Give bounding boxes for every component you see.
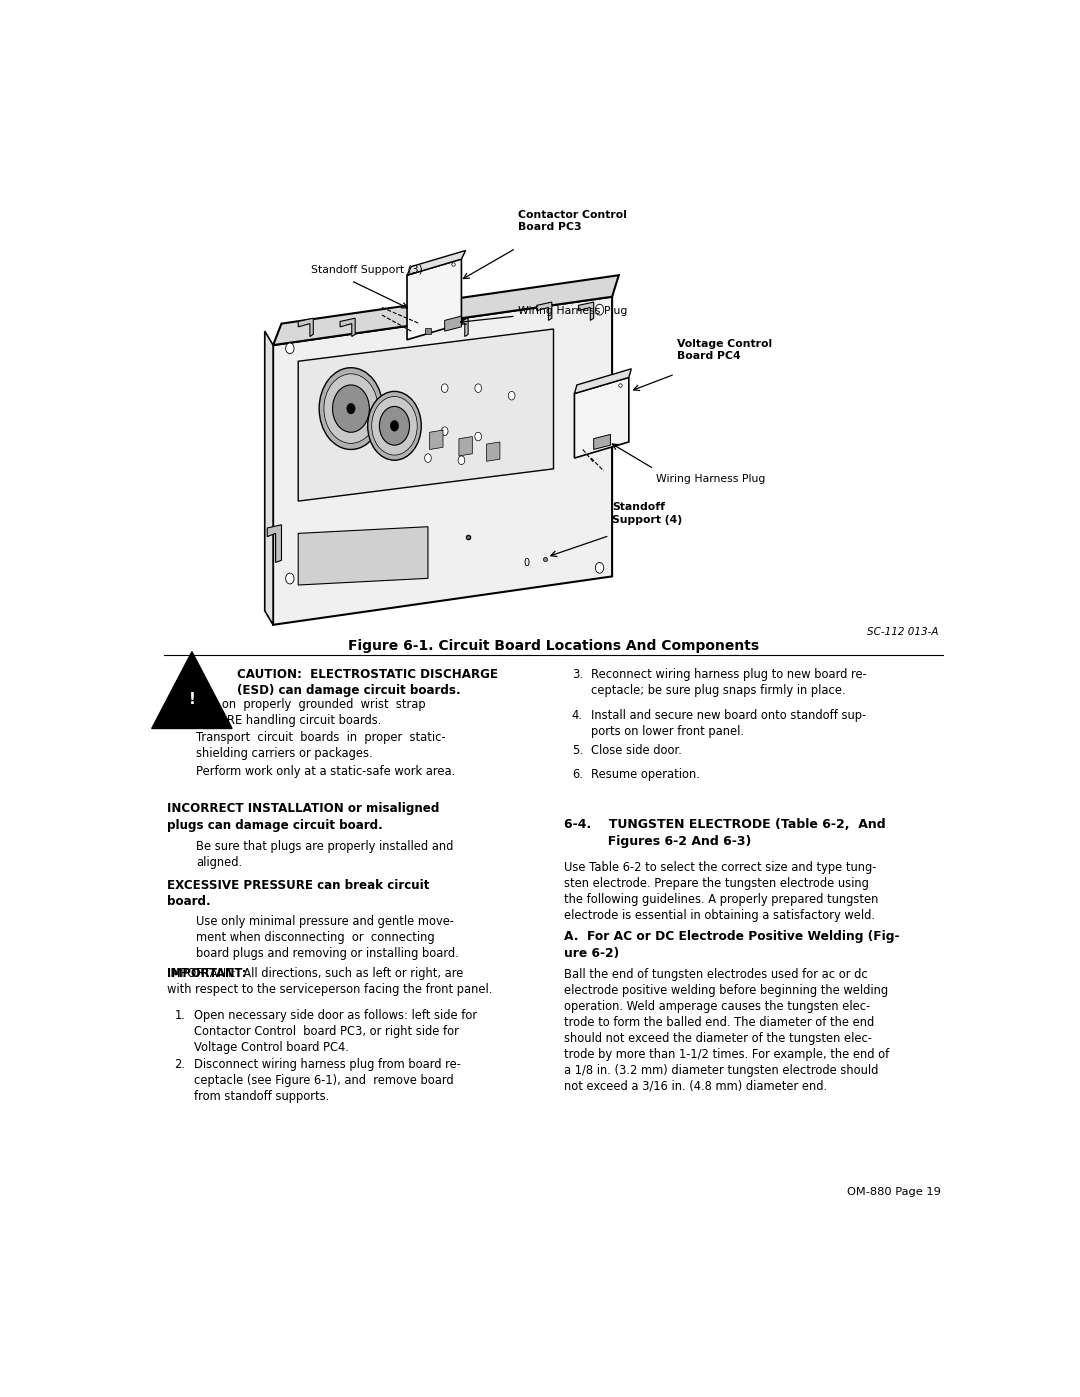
Polygon shape	[273, 296, 612, 624]
Text: OM-880 Page 19: OM-880 Page 19	[847, 1187, 941, 1197]
Text: Close side door.: Close side door.	[591, 745, 683, 757]
Polygon shape	[273, 275, 619, 345]
Circle shape	[442, 384, 448, 393]
Polygon shape	[298, 527, 428, 585]
Text: SC-112 013-A: SC-112 013-A	[867, 627, 939, 637]
Text: 3.: 3.	[571, 668, 583, 680]
Circle shape	[285, 344, 294, 353]
Text: A.  For AC or DC Electrode Positive Welding (Fig-
ure 6-2): A. For AC or DC Electrode Positive Weldi…	[565, 930, 900, 960]
Polygon shape	[594, 434, 610, 450]
Text: Resume operation.: Resume operation.	[591, 768, 700, 781]
Text: Perform work only at a static-safe work area.: Perform work only at a static-safe work …	[197, 764, 456, 778]
Text: Install and secure new board onto standoff sup-
ports on lower front panel.: Install and secure new board onto stando…	[591, 708, 866, 738]
Polygon shape	[151, 651, 232, 728]
Text: 0: 0	[524, 559, 530, 569]
Circle shape	[458, 455, 464, 465]
Polygon shape	[298, 319, 313, 337]
Polygon shape	[486, 441, 500, 461]
Polygon shape	[537, 302, 552, 320]
Circle shape	[320, 367, 382, 450]
Text: 5.: 5.	[571, 745, 583, 757]
Text: Disconnect wiring harness plug from board re-
ceptacle (see Figure 6-1), and  re: Disconnect wiring harness plug from boar…	[193, 1059, 460, 1104]
Polygon shape	[454, 319, 468, 337]
Circle shape	[442, 427, 448, 436]
Circle shape	[372, 397, 417, 455]
Circle shape	[347, 404, 355, 414]
Polygon shape	[430, 430, 443, 450]
Circle shape	[390, 420, 399, 432]
Polygon shape	[407, 250, 465, 275]
Polygon shape	[579, 302, 594, 320]
Polygon shape	[298, 330, 554, 502]
Text: Ball the end of tungsten electrodes used for ac or dc
electrode positive welding: Ball the end of tungsten electrodes used…	[565, 968, 890, 1092]
Text: Use only minimal pressure and gentle move-
ment when disconnecting  or  connecti: Use only minimal pressure and gentle mov…	[197, 915, 459, 960]
Text: Figure 6-1. Circuit Board Locations And Components: Figure 6-1. Circuit Board Locations And …	[348, 638, 759, 652]
Text: INCORRECT INSTALLATION or misaligned
plugs can damage circuit board.: INCORRECT INSTALLATION or misaligned plu…	[166, 802, 440, 831]
Circle shape	[424, 454, 431, 462]
Text: 6-4.    TUNGSTEN ELECTRODE (Table 6-2,  And
          Figures 6-2 And 6-3): 6-4. TUNGSTEN ELECTRODE (Table 6-2, And …	[565, 819, 886, 848]
Text: CAUTION:  ELECTROSTATIC DISCHARGE
(ESD) can damage circuit boards.: CAUTION: ELECTROSTATIC DISCHARGE (ESD) c…	[238, 668, 498, 697]
Polygon shape	[459, 437, 472, 455]
Text: EXCESSIVE PRESSURE can break circuit
board.: EXCESSIVE PRESSURE can break circuit boa…	[166, 879, 429, 908]
Text: Contactor Control
Board PC3: Contactor Control Board PC3	[518, 210, 627, 232]
Text: IMPORTANT:: IMPORTANT:	[166, 967, 246, 979]
Circle shape	[595, 305, 604, 314]
Circle shape	[367, 391, 421, 460]
Text: Wiring Harness Plug: Wiring Harness Plug	[518, 306, 627, 316]
Polygon shape	[265, 331, 273, 624]
Text: Open necessary side door as follows: left side for
Contactor Control  board PC3,: Open necessary side door as follows: lef…	[193, 1009, 476, 1053]
Text: Voltage Control
Board PC4: Voltage Control Board PC4	[677, 339, 772, 362]
Polygon shape	[267, 525, 282, 563]
Polygon shape	[445, 316, 461, 331]
Text: 6.: 6.	[572, 768, 583, 781]
Text: Use Table 6-2 to select the correct size and type tung-
sten electrode. Prepare : Use Table 6-2 to select the correct size…	[565, 862, 879, 922]
Text: 2.: 2.	[174, 1059, 186, 1071]
Text: Transport  circuit  boards  in  proper  static-
shielding carriers or packages.: Transport circuit boards in proper stati…	[197, 731, 446, 760]
Circle shape	[475, 384, 482, 393]
Text: Standoff
Support (4): Standoff Support (4)	[612, 503, 683, 525]
Polygon shape	[575, 369, 632, 394]
Text: 4.: 4.	[572, 708, 583, 722]
Polygon shape	[340, 319, 355, 337]
Circle shape	[324, 374, 378, 443]
Circle shape	[379, 407, 409, 446]
Text: 1.: 1.	[174, 1009, 186, 1021]
Polygon shape	[407, 258, 461, 339]
Text: Standoff Support (3): Standoff Support (3)	[311, 265, 422, 275]
Circle shape	[333, 386, 369, 432]
Text: Put  on  properly  grounded  wrist  strap
BEFORE handling circuit boards.: Put on properly grounded wrist strap BEF…	[197, 698, 426, 726]
Polygon shape	[575, 377, 629, 458]
Text: Wiring Harness Plug: Wiring Harness Plug	[656, 474, 765, 485]
Circle shape	[595, 563, 604, 573]
Text: IMPORTANT:  All directions, such as left or right, are
with respect to the servi: IMPORTANT: All directions, such as left …	[166, 967, 492, 996]
Circle shape	[475, 432, 482, 441]
Text: Be sure that plugs are properly installed and
aligned.: Be sure that plugs are properly installe…	[197, 840, 454, 869]
Text: Reconnect wiring harness plug to new board re-
ceptacle; be sure plug snaps firm: Reconnect wiring harness plug to new boa…	[591, 668, 867, 697]
Text: !: !	[189, 692, 195, 707]
Circle shape	[285, 573, 294, 584]
Circle shape	[509, 391, 515, 400]
